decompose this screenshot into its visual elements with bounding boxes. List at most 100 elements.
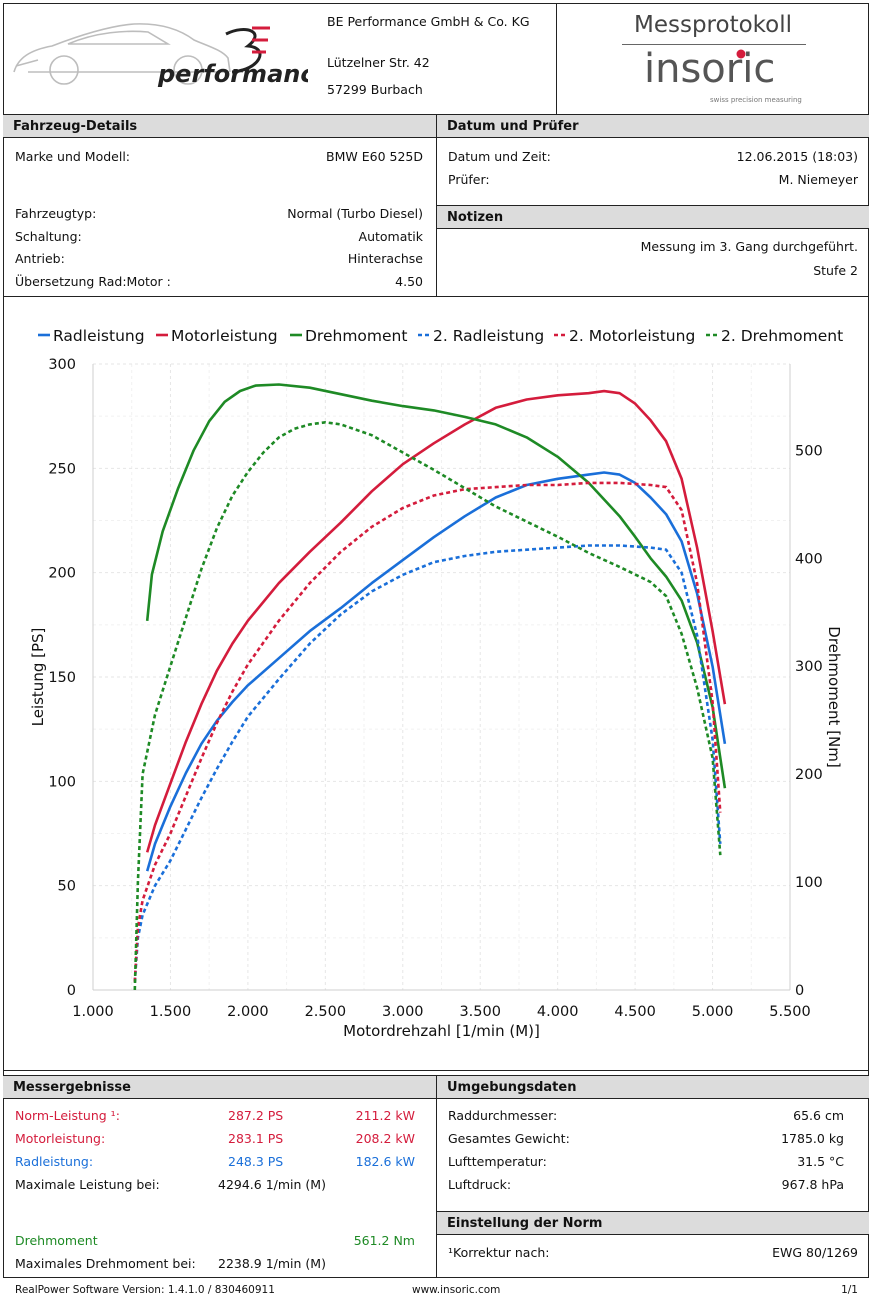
be-logo-icon bbox=[225, 26, 270, 74]
maxtorque-value: 2238.9 1/min (M) bbox=[218, 1256, 326, 1271]
examiner-label: Prüfer: bbox=[448, 172, 490, 187]
footer-version: RealPower Software Version: 1.4.1.0 / 83… bbox=[15, 1284, 275, 1296]
brand-dot-icon bbox=[736, 49, 746, 59]
norm-ps: 287.2 PS bbox=[228, 1108, 284, 1123]
wheel-diam-value: 65.6 cm bbox=[793, 1108, 844, 1123]
maxpower-row: Maximale Leistung bei: 4294.6 1/min (M) bbox=[15, 1175, 415, 1195]
legend-label: 2. Radleistung bbox=[433, 327, 544, 345]
series-line-2 bbox=[145, 389, 727, 853]
norm-kw: 211.2 kW bbox=[355, 1108, 415, 1123]
engine-kw: 208.2 kW bbox=[355, 1131, 415, 1146]
maxpower-value: 4294.6 1/min (M) bbox=[218, 1177, 326, 1192]
legend-label: 2. Motorleistung bbox=[569, 327, 695, 345]
chart-series bbox=[133, 383, 727, 991]
norm-section-title: Einstellung der Norm bbox=[437, 1211, 869, 1235]
legend-label: Drehmoment bbox=[305, 327, 407, 345]
y2-tick-label: 400 bbox=[795, 551, 823, 567]
legend-label: Motorleistung bbox=[171, 327, 278, 345]
pressure-row: Luftdruck: 967.8 hPa bbox=[448, 1175, 844, 1195]
series-line-4 bbox=[133, 544, 722, 982]
x-tick-label: 3.000 bbox=[382, 1004, 424, 1020]
y2-tick-label: 200 bbox=[795, 767, 823, 783]
car-silhouette-icon bbox=[13, 23, 231, 85]
maxtorque-row: Maximales Drehmoment bei: 2238.9 1/min (… bbox=[15, 1254, 415, 1274]
norm-label: Norm-Leistung ¹: bbox=[15, 1108, 120, 1123]
date-label: Datum und Zeit: bbox=[448, 149, 551, 164]
company-name: BE Performance GmbH & Co. KG bbox=[327, 14, 530, 29]
torque-value: 561.2 Nm bbox=[353, 1233, 415, 1248]
examiner-row: Prüfer: M. Niemeyer bbox=[448, 170, 858, 190]
y-tick-label: 200 bbox=[48, 566, 76, 582]
make-value: BMW E60 525D bbox=[326, 149, 423, 164]
correction-row: ¹Korrektur nach: EWG 80/1269 bbox=[448, 1243, 858, 1263]
x-tick-label: 1.000 bbox=[72, 1004, 114, 1020]
airtemp-label: Lufttemperatur: bbox=[448, 1154, 547, 1169]
dyno-chart: Radleistung Motorleistung Drehmoment 2. Rad… bbox=[29, 327, 843, 1040]
norm-row: Norm-Leistung ¹: 287.2 PS 211.2 kW bbox=[15, 1106, 415, 1126]
drive-value: Hinterachse bbox=[347, 251, 423, 266]
ratio-value: 4.50 bbox=[395, 274, 423, 289]
company-street: Lützelner Str. 42 bbox=[327, 55, 430, 70]
wheel-kw: 182.6 kW bbox=[355, 1154, 415, 1169]
weight-label: Gesamtes Gewicht: bbox=[448, 1131, 570, 1146]
ratio-row: Übersetzung Rad:Motor : 4.50 bbox=[15, 272, 423, 292]
wheel-diam-row: Raddurchmesser: 65.6 cm bbox=[448, 1106, 844, 1126]
type-label: Fahrzeugtyp: bbox=[15, 206, 97, 221]
company-address: BE Performance GmbH & Co. KG Lützelner S… bbox=[327, 8, 530, 103]
wheel-row: Radleistung: 248.3 PS 182.6 kW bbox=[15, 1152, 415, 1172]
series-line-3 bbox=[145, 383, 727, 789]
details-divider bbox=[436, 114, 437, 296]
legend-label: 2. Drehmoment bbox=[721, 327, 843, 345]
series-line-1 bbox=[145, 471, 727, 872]
results-section-title: Messergebnisse bbox=[3, 1075, 436, 1099]
wheel-label: Radleistung: bbox=[15, 1154, 94, 1169]
environment-section-title: Umgebungsdaten bbox=[436, 1075, 869, 1099]
footer-website[interactable]: www.insoric.com bbox=[412, 1284, 501, 1296]
airtemp-row: Lufttemperatur: 31.5 °C bbox=[448, 1152, 844, 1172]
gear-label: Schaltung: bbox=[15, 229, 82, 244]
ratio-label: Übersetzung Rad:Motor : bbox=[15, 274, 171, 289]
chart-axes bbox=[92, 364, 791, 991]
weight-row: Gesamtes Gewicht: 1785.0 kg bbox=[448, 1129, 844, 1149]
x-tick-label: 2.500 bbox=[305, 1004, 347, 1020]
type-value: Normal (Turbo Diesel) bbox=[287, 206, 423, 221]
pressure-value: 967.8 hPa bbox=[781, 1177, 844, 1192]
pressure-label: Luftdruck: bbox=[448, 1177, 512, 1192]
footer-page: 1/1 bbox=[841, 1284, 858, 1296]
x-tick-label: 2.000 bbox=[227, 1004, 269, 1020]
y-tick-label: 0 bbox=[67, 983, 76, 999]
engine-ps: 283.1 PS bbox=[228, 1131, 284, 1146]
wheel-ps: 248.3 PS bbox=[228, 1154, 284, 1169]
results-divider bbox=[436, 1075, 437, 1278]
brand-name: insoric bbox=[644, 46, 775, 92]
header-divider bbox=[556, 3, 557, 114]
notes-line1: Messung im 3. Gang durchgeführt. bbox=[640, 239, 858, 254]
x-tick-label: 3.500 bbox=[459, 1004, 501, 1020]
series-line-6 bbox=[133, 421, 722, 991]
y2-tick-label: 100 bbox=[795, 875, 823, 891]
vehicle-section-title: Fahrzeug-Details bbox=[3, 114, 436, 138]
x-tick-label: 4.500 bbox=[614, 1004, 656, 1020]
car-logo: performance bbox=[13, 23, 308, 88]
notes-line2: Stufe 2 bbox=[813, 263, 858, 278]
x-tick-label: 1.500 bbox=[150, 1004, 192, 1020]
logo-text: performance bbox=[157, 60, 308, 88]
correction-label: ¹Korrektur nach: bbox=[448, 1245, 550, 1260]
insoric-logo: insoric swiss precision measuring bbox=[644, 46, 802, 104]
make-label: Marke und Modell: bbox=[15, 149, 131, 164]
gear-row: Schaltung: Automatik bbox=[15, 227, 423, 247]
y-tick-label: 250 bbox=[48, 461, 76, 477]
correction-value: EWG 80/1269 bbox=[772, 1245, 858, 1260]
y-tick-label: 50 bbox=[58, 879, 76, 895]
airtemp-value: 31.5 °C bbox=[797, 1154, 844, 1169]
brand-tagline: swiss precision measuring bbox=[710, 96, 802, 104]
engine-label: Motorleistung: bbox=[15, 1131, 106, 1146]
torque-row: Drehmoment 561.2 Nm bbox=[15, 1231, 415, 1251]
maxtorque-label: Maximales Drehmoment bei: bbox=[15, 1256, 196, 1271]
details-bottom-border bbox=[3, 296, 869, 297]
date-value: 12.06.2015 (18:03) bbox=[736, 149, 858, 164]
x-tick-label: 5.000 bbox=[692, 1004, 734, 1020]
engine-row: Motorleistung: 283.1 PS 208.2 kW bbox=[15, 1129, 415, 1149]
chart-bottom-border bbox=[3, 1070, 869, 1071]
protocol-title: Messprotokoll bbox=[633, 12, 793, 38]
